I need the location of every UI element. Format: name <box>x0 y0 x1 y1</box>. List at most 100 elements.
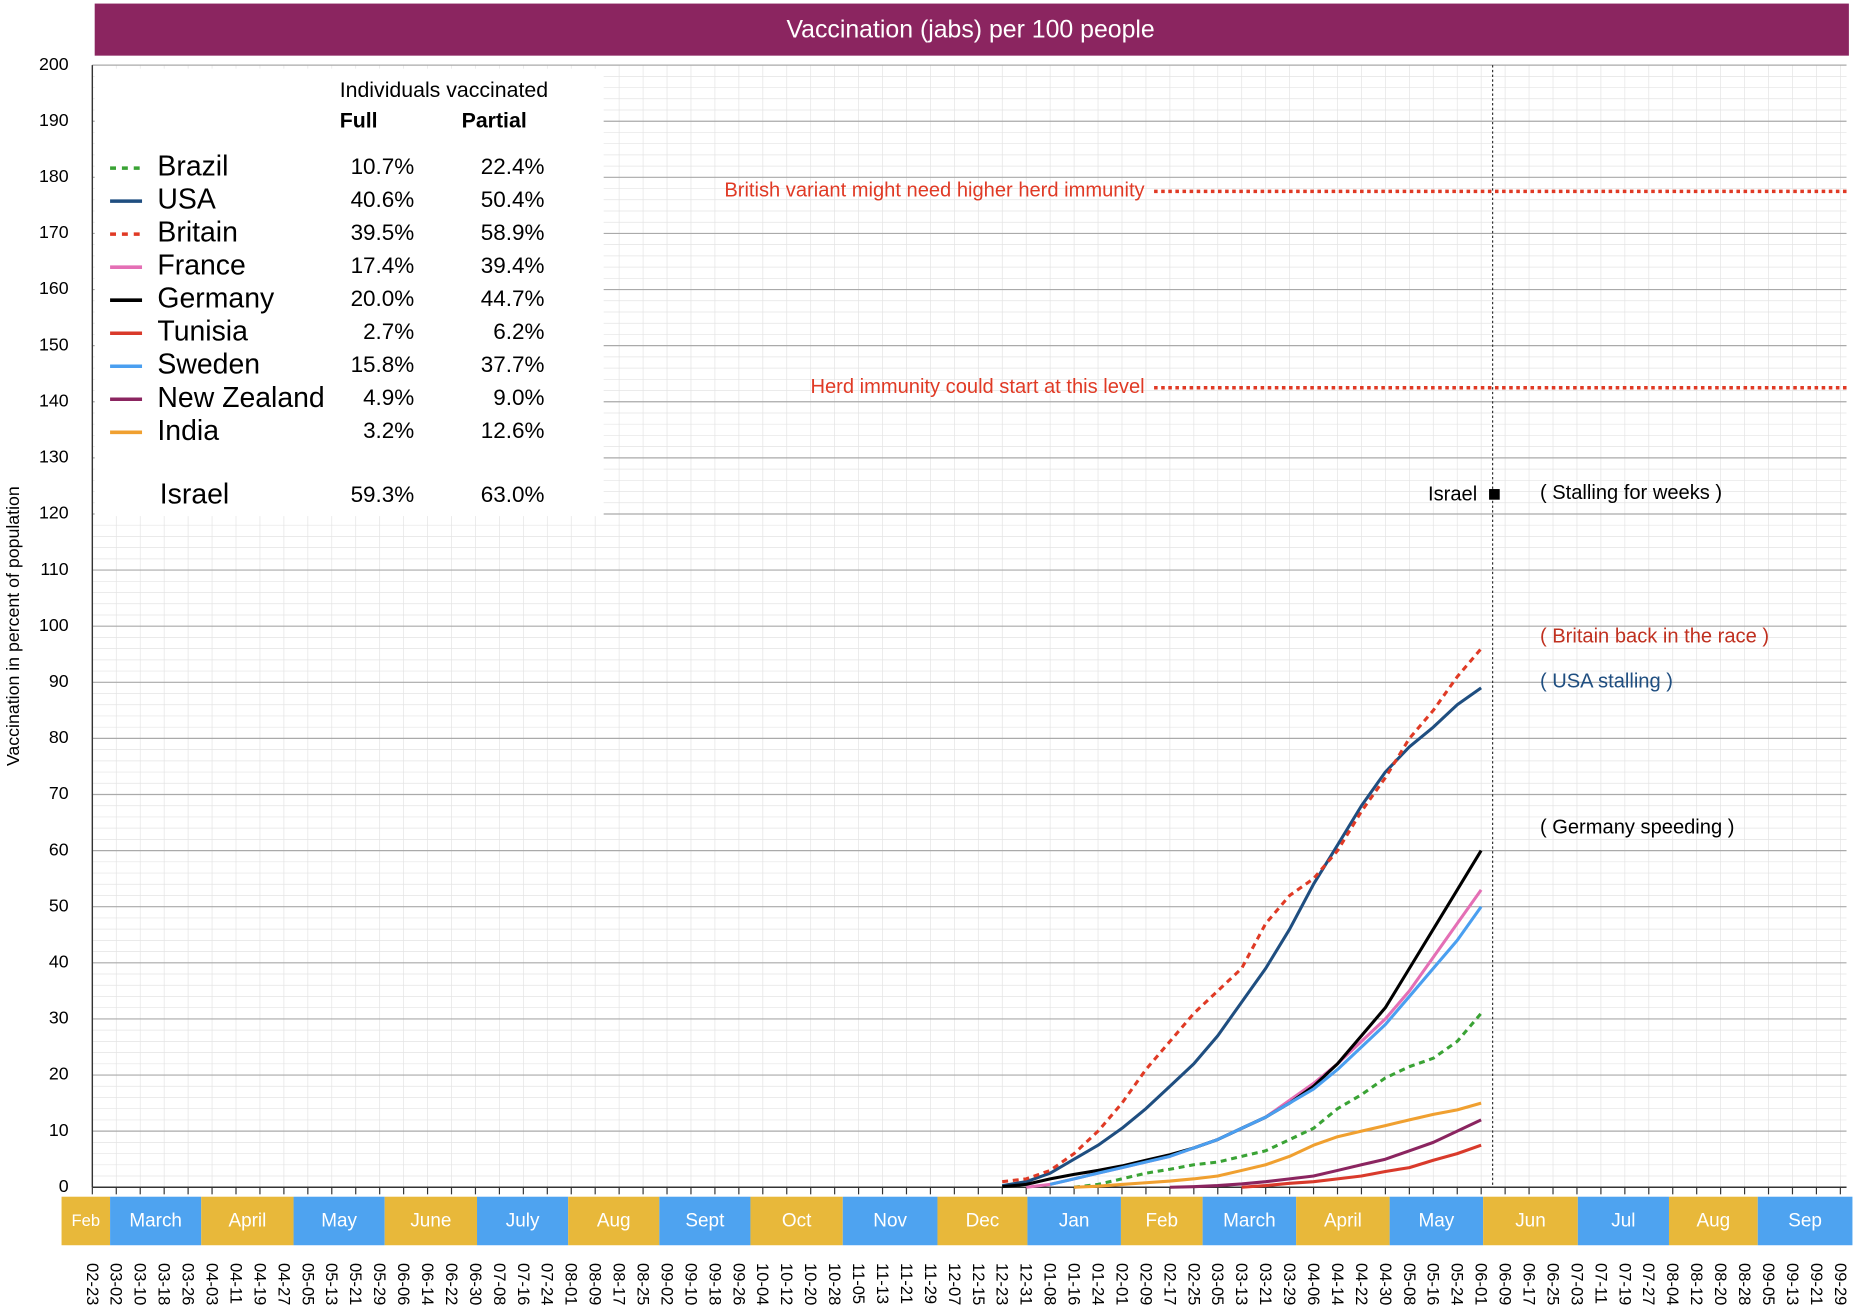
x-tick-label: 05-21 <box>346 1263 365 1305</box>
x-tick-label: 06-01 <box>1472 1263 1491 1305</box>
x-tick-label: 09-18 <box>705 1263 724 1305</box>
month-label: Oct <box>782 1211 812 1232</box>
month-label: Nov <box>873 1211 907 1232</box>
month-label: Jul <box>1611 1211 1635 1232</box>
month-label: June <box>410 1211 451 1232</box>
month-band <box>750 1196 843 1246</box>
x-tick-label: 06-30 <box>466 1263 485 1305</box>
y-tick-label: 0 <box>59 1176 69 1196</box>
y-tick-label: 10 <box>49 1120 69 1140</box>
x-tick-label: 08-01 <box>562 1263 581 1305</box>
x-tick-label: 11-05 <box>849 1263 868 1304</box>
month-band <box>1296 1196 1390 1246</box>
x-tick-label: 02-25 <box>1184 1263 1203 1305</box>
annotation: ( Germany speeding ) <box>1540 816 1734 838</box>
x-tick-label: 05-29 <box>370 1263 389 1305</box>
y-tick-label: 60 <box>49 839 69 859</box>
legend-name: New Zealand <box>157 382 324 414</box>
x-tick-label: 11-21 <box>897 1263 916 1304</box>
x-tick-label: 03-13 <box>1232 1263 1251 1305</box>
x-tick-label: 10-28 <box>825 1263 844 1305</box>
legend-partial: 44.7% <box>481 286 545 311</box>
month-label: March <box>1223 1211 1276 1232</box>
y-tick-label: 50 <box>49 895 69 915</box>
x-tick-label: 09-21 <box>1807 1263 1826 1305</box>
y-tick-label: 170 <box>39 222 69 242</box>
x-tick-label: 07-08 <box>490 1263 509 1305</box>
x-tick-label: 07-24 <box>538 1263 557 1305</box>
x-tick-label: 05-08 <box>1400 1263 1419 1305</box>
x-tick-label: 03-29 <box>1280 1263 1299 1305</box>
y-tick-label: 140 <box>39 390 69 410</box>
x-tick-label: 01-08 <box>1041 1263 1060 1305</box>
month-band <box>110 1196 202 1246</box>
month-band <box>384 1196 478 1246</box>
month-label: Aug <box>1697 1211 1731 1232</box>
month-band <box>1027 1196 1121 1246</box>
x-tick-label: 08-28 <box>1735 1263 1754 1305</box>
legend-name: Israel <box>160 478 229 510</box>
month-band <box>1757 1196 1853 1246</box>
x-tick-label: 09-02 <box>657 1263 676 1305</box>
month-band <box>61 1196 111 1246</box>
chart-title: Vaccination (jabs) per 100 people <box>786 16 1154 43</box>
month-band <box>937 1196 1028 1246</box>
legend-box <box>94 68 604 517</box>
x-tick-label: 06-06 <box>394 1263 413 1305</box>
series-line <box>1169 1118 1482 1189</box>
x-tick-label: 03-18 <box>155 1263 174 1305</box>
x-tick-label: 01-16 <box>1065 1263 1084 1305</box>
x-tick-label: 05-13 <box>322 1263 341 1305</box>
x-tick-label: 09-10 <box>681 1263 700 1305</box>
y-tick-label: 30 <box>49 1008 69 1028</box>
month-band <box>842 1196 938 1246</box>
y-tick-label: 70 <box>49 783 69 803</box>
marks: British variant might need higher herd i… <box>724 180 1847 1189</box>
x-tick-label: 02-17 <box>1160 1263 1179 1305</box>
legend-partial: 39.4% <box>481 253 545 278</box>
x-tick-label: 07-03 <box>1567 1263 1586 1305</box>
reference-label: Herd immunity could start at this level <box>810 376 1144 398</box>
y-tick-label: 120 <box>39 503 69 523</box>
month-label: March <box>129 1211 182 1232</box>
month-label: May <box>321 1211 357 1232</box>
legend-partial: 50.4% <box>481 187 545 212</box>
x-tick-label: 04-03 <box>202 1263 221 1305</box>
month-label: Sep <box>1788 1211 1822 1232</box>
month-band <box>1483 1196 1578 1246</box>
x-tick-label: 07-16 <box>514 1263 533 1305</box>
x-tick-label: 07-11 <box>1591 1263 1610 1304</box>
x-tick-label: 08-04 <box>1663 1263 1682 1305</box>
x-tick-label: 12-15 <box>969 1263 988 1305</box>
x-tick-label: 06-22 <box>442 1263 461 1305</box>
month-band <box>1577 1196 1669 1246</box>
title-bar <box>94 3 1849 56</box>
legend-full: 10.7% <box>351 154 415 179</box>
month-label: July <box>506 1211 540 1232</box>
x-tick-label: 02-01 <box>1112 1263 1131 1305</box>
x-tick-label: 06-09 <box>1496 1263 1515 1305</box>
month-label: Jan <box>1059 1211 1090 1232</box>
month-band <box>1389 1196 1484 1246</box>
legend-partial: 58.9% <box>481 220 545 245</box>
legend-name: France <box>157 250 245 282</box>
x-tick-label: 09-26 <box>729 1263 748 1305</box>
y-tick-label: 130 <box>39 447 69 467</box>
israel-marker <box>1489 489 1500 500</box>
legend-full: 3.2% <box>363 418 414 443</box>
y-tick-label: 100 <box>39 615 69 635</box>
y-tick-label: 190 <box>39 110 69 130</box>
month-band <box>477 1196 569 1246</box>
legend-full: 4.9% <box>363 385 414 410</box>
y-axis-label: Vaccination in percent of population <box>3 486 23 766</box>
month-label: April <box>1324 1211 1362 1232</box>
x-tick-label: 01-24 <box>1088 1263 1107 1305</box>
x-tick-label: 08-09 <box>586 1263 605 1305</box>
y-tick-label: 200 <box>39 54 69 74</box>
month-band <box>201 1196 294 1246</box>
legend-name: Britain <box>157 217 237 249</box>
legend-name: Brazil <box>157 151 228 183</box>
y-tick-label: 90 <box>49 671 69 691</box>
x-tick-label: 12-31 <box>1017 1263 1036 1305</box>
